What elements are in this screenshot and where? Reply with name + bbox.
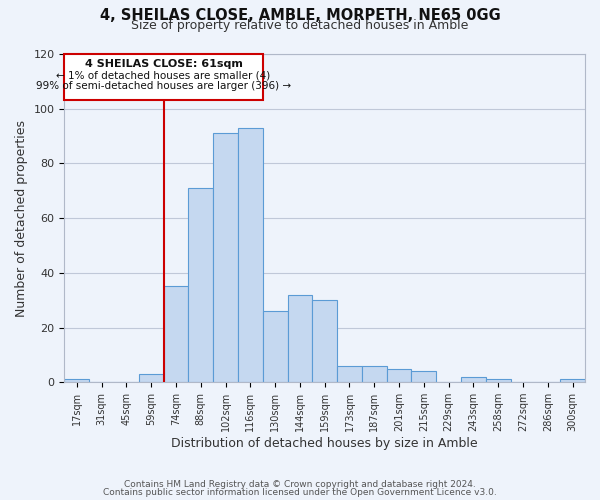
- Text: Contains public sector information licensed under the Open Government Licence v3: Contains public sector information licen…: [103, 488, 497, 497]
- Text: 99% of semi-detached houses are larger (396) →: 99% of semi-detached houses are larger (…: [36, 82, 291, 92]
- Text: 4, SHEILAS CLOSE, AMBLE, MORPETH, NE65 0GG: 4, SHEILAS CLOSE, AMBLE, MORPETH, NE65 0…: [100, 8, 500, 22]
- Bar: [139, 374, 164, 382]
- Bar: [213, 134, 238, 382]
- Text: ← 1% of detached houses are smaller (4): ← 1% of detached houses are smaller (4): [56, 70, 271, 81]
- Text: Contains HM Land Registry data © Crown copyright and database right 2024.: Contains HM Land Registry data © Crown c…: [124, 480, 476, 489]
- Bar: [164, 286, 188, 382]
- Bar: [386, 368, 412, 382]
- Bar: [461, 377, 486, 382]
- Text: Size of property relative to detached houses in Amble: Size of property relative to detached ho…: [131, 19, 469, 32]
- Bar: [362, 366, 386, 382]
- Bar: [486, 380, 511, 382]
- Y-axis label: Number of detached properties: Number of detached properties: [15, 120, 28, 316]
- Bar: [560, 380, 585, 382]
- FancyBboxPatch shape: [64, 54, 263, 100]
- Bar: [188, 188, 213, 382]
- Bar: [313, 300, 337, 382]
- Bar: [337, 366, 362, 382]
- Text: 4 SHEILAS CLOSE: 61sqm: 4 SHEILAS CLOSE: 61sqm: [85, 59, 242, 69]
- Bar: [287, 294, 313, 382]
- Bar: [412, 372, 436, 382]
- Bar: [238, 128, 263, 382]
- Bar: [64, 380, 89, 382]
- Bar: [263, 311, 287, 382]
- X-axis label: Distribution of detached houses by size in Amble: Distribution of detached houses by size …: [172, 437, 478, 450]
